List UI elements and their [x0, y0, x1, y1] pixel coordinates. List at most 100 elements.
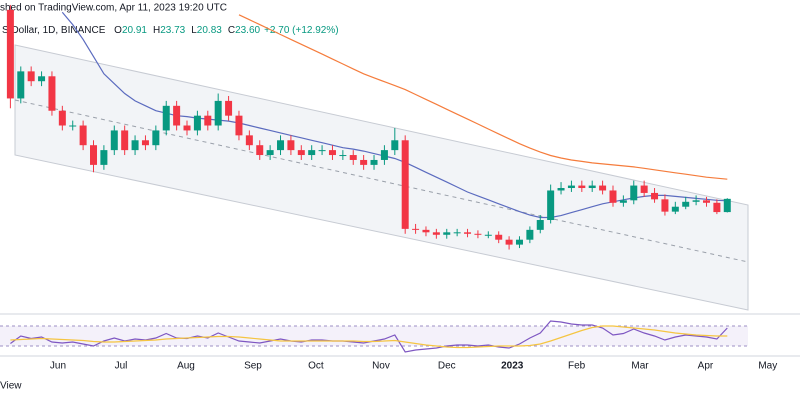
candle-body [661, 199, 669, 212]
candle-body [349, 155, 357, 160]
candle-body [515, 239, 523, 245]
candle-body [131, 140, 139, 151]
symbol-line: S.Dollar, 1D, BINANCE O20.91 H23.73 L20.83… [2, 25, 339, 36]
candle-body [17, 71, 25, 99]
candle-body [723, 198, 731, 213]
ohlc-label: L [191, 25, 197, 36]
candle-body [619, 200, 627, 203]
channel [14, 44, 749, 311]
candle-body [588, 185, 596, 189]
candle-body [380, 150, 388, 160]
candle-body [599, 185, 607, 191]
candle-body [443, 232, 451, 235]
x-tick-label: Mar [631, 361, 649, 372]
candle-body [235, 115, 243, 136]
candle-body [152, 130, 160, 146]
candle-body [339, 155, 347, 157]
candle-body [505, 239, 513, 245]
candle-body [536, 220, 544, 230]
channel-median [14, 99, 749, 263]
x-tick-label: Aug [177, 361, 195, 372]
candle-body [360, 159, 368, 165]
candle-body [204, 115, 212, 126]
candle-body [432, 232, 440, 235]
ohlc-value: 23.73 [160, 25, 185, 36]
x-tick-label: Dec [438, 361, 456, 372]
candle-body [266, 150, 274, 156]
candle-body [38, 76, 46, 82]
candle-body [79, 125, 87, 146]
x-tick-label: Apr [698, 361, 714, 372]
published-note: shed on TradingView.com, Apr 11, 2023 19… [0, 3, 227, 14]
ohlc-value: 20.91 [122, 25, 147, 36]
candle-body [682, 201, 690, 207]
ohlc-value: 23.60 [235, 25, 260, 36]
candle-body [484, 234, 492, 236]
symbol: S.Dollar, 1D, BINANCE [2, 25, 106, 36]
candle-body [474, 233, 482, 235]
candle-body [401, 140, 409, 229]
ohlc-label: O [114, 25, 122, 36]
candle-body [464, 232, 472, 234]
candle-body [567, 185, 575, 189]
candle-body [370, 159, 378, 165]
candle-body [141, 140, 149, 146]
candle-body [214, 100, 222, 126]
candle-body [526, 229, 534, 240]
candle-body [287, 140, 295, 151]
x-tick-label: Feb [568, 361, 586, 372]
candle-body [713, 202, 721, 213]
candle-body [630, 185, 638, 201]
candle-body [58, 110, 66, 126]
candle-body [609, 190, 617, 203]
candle-body [183, 125, 191, 131]
candle-body [110, 130, 118, 151]
candle-body [193, 115, 201, 131]
candle-body [90, 145, 98, 165]
ohlc-label: C [228, 25, 235, 36]
change: +2.70 (+12.92%) [264, 25, 339, 36]
moving-average [238, 14, 728, 180]
x-tick-label: May [758, 361, 777, 372]
candle-body [297, 150, 305, 156]
rsi-line [10, 325, 728, 349]
candle-body [173, 105, 181, 126]
candle-body [245, 135, 253, 146]
ohlc-label: H [153, 25, 160, 36]
candle-body [69, 125, 77, 127]
ohlc-value: 20.83 [197, 25, 222, 36]
x-tick-label: Sep [244, 361, 262, 372]
x-tick-label: Oct [308, 361, 324, 372]
candle-body [495, 234, 503, 240]
x-tick-label: Jun [50, 361, 66, 372]
rsi-band [0, 326, 748, 346]
candle-body [100, 150, 108, 165]
candle-body [162, 105, 170, 131]
candle-body [308, 150, 316, 156]
candle-body [48, 76, 56, 111]
candle-body [557, 188, 565, 191]
x-tick-label: Nov [372, 361, 390, 372]
candle-body [318, 150, 326, 152]
candle-body [692, 200, 700, 202]
candle-body [671, 206, 679, 212]
candle-body [422, 229, 430, 233]
candle-body [225, 100, 233, 116]
x-tick-label: Jul [115, 361, 128, 372]
candle-body [6, 9, 14, 99]
candle-body [256, 145, 264, 156]
candle-body [578, 185, 586, 189]
candle-body [328, 150, 336, 156]
candle-body [412, 228, 420, 230]
candle-body [651, 192, 659, 200]
candle-body [640, 185, 648, 193]
candle-body [277, 140, 285, 151]
candle-body [702, 200, 710, 203]
candle-body [453, 232, 461, 234]
candle-body [391, 140, 399, 151]
footer: View [0, 381, 22, 392]
candle-body [27, 71, 35, 82]
candle-body [547, 190, 555, 221]
candle-body [121, 130, 129, 151]
